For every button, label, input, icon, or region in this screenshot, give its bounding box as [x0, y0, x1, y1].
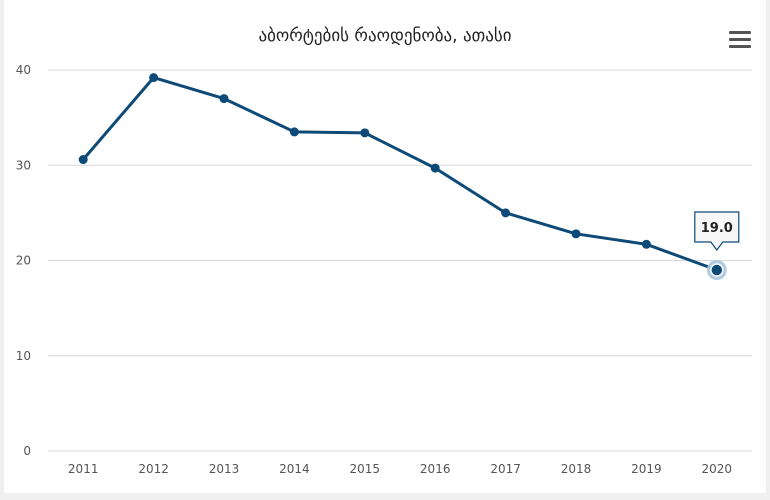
chart-container [4, 0, 766, 493]
chart-title: აბორტების რაოდენობა, ათასი [258, 26, 512, 46]
hamburger-menu-icon[interactable] [729, 31, 751, 51]
series-line [82, 76, 718, 272]
x-tick-label: 2013 [209, 462, 240, 476]
x-tick-label: 2018 [561, 462, 592, 476]
data-point [710, 263, 724, 277]
x-tick-label: 2012 [138, 462, 169, 476]
data-point [501, 208, 511, 218]
x-tick-label: 2020 [702, 462, 733, 476]
tooltip-box [694, 211, 740, 252]
x-tick-label: 2015 [350, 462, 381, 476]
data-point [149, 73, 159, 83]
x-tick-label: 2016 [420, 462, 451, 476]
y-tick-label: 30 [16, 158, 31, 172]
data-point [430, 163, 440, 173]
data-point [289, 127, 299, 137]
data-point [78, 155, 88, 165]
x-tick-label: 2017 [490, 462, 521, 476]
x-tick-label: 2011 [68, 462, 99, 476]
y-tick-label: 20 [16, 254, 31, 268]
x-tick-label: 2014 [279, 462, 310, 476]
data-point [219, 94, 229, 104]
data-point [641, 239, 651, 249]
y-tick-label: 40 [16, 63, 31, 77]
x-tick-label: 2019 [631, 462, 662, 476]
y-tick-label: 10 [16, 349, 31, 363]
data-point [360, 128, 370, 138]
tooltip-value: 19.0 [701, 221, 733, 236]
y-tick-label: 0 [23, 444, 31, 458]
data-point [571, 229, 581, 239]
